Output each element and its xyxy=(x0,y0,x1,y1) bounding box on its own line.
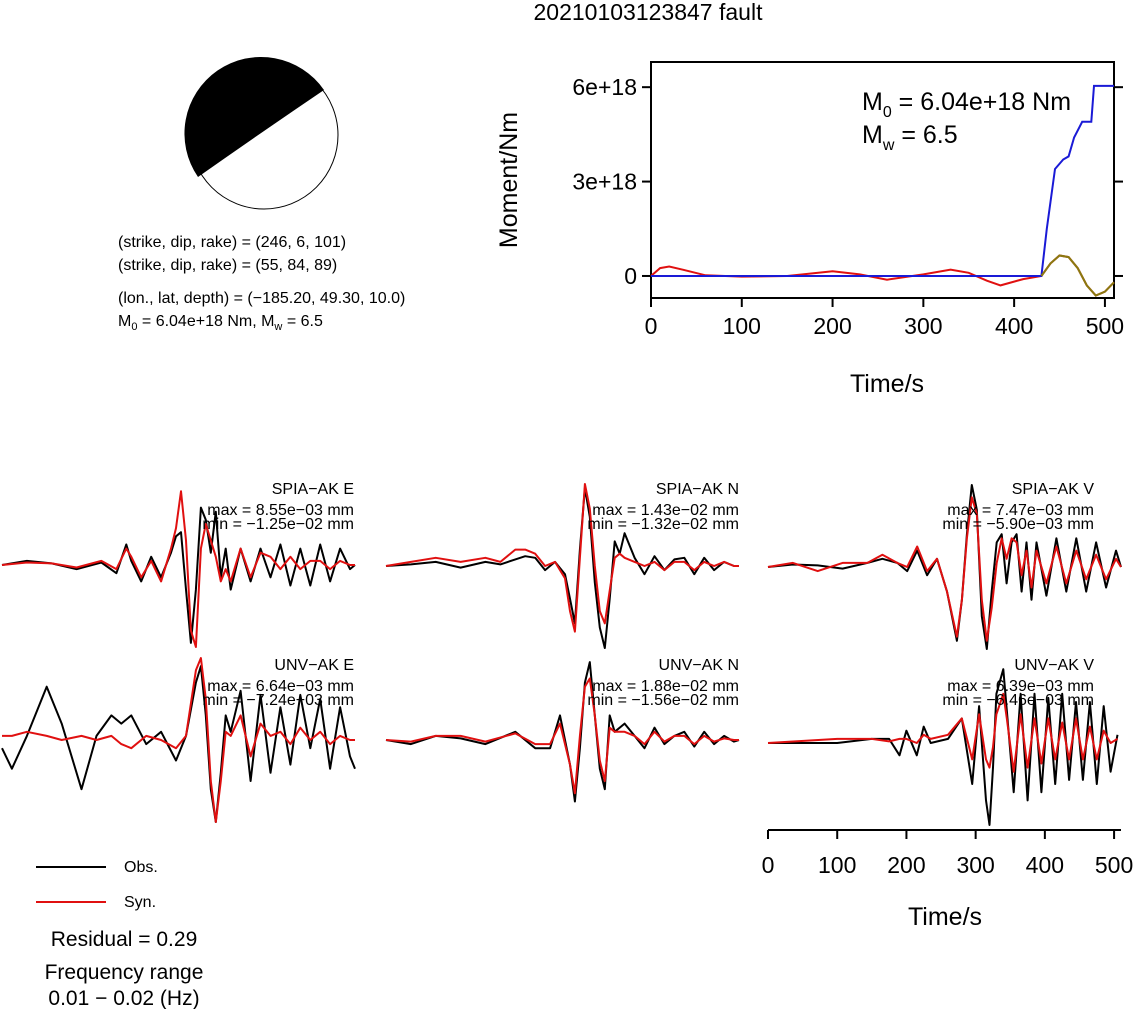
source-moment: M0 = 6.04e+18 Nm, Mw = 6.5 xyxy=(118,313,323,333)
beachball-compressional-quadrant xyxy=(184,56,324,177)
waveform-x-tick-label: 400 xyxy=(1026,852,1064,878)
synthetic-trace xyxy=(767,496,1122,642)
moment-x-tick-label: 500 xyxy=(1086,313,1124,339)
station-min-amplitude: min = −5.90e−03 mm xyxy=(942,516,1094,533)
station-max-amplitude: max = 8.55e−03 mm xyxy=(207,502,354,519)
station-max-amplitude: max = 7.47e−03 mm xyxy=(947,502,1094,519)
station-label: SPIA−AK V xyxy=(1012,481,1095,498)
legend-obs-label: Obs. xyxy=(124,859,158,876)
moment-x-tick-label: 200 xyxy=(813,313,851,339)
station-label: UNV−AK V xyxy=(1014,657,1094,674)
synthetic-trace xyxy=(1,490,355,648)
station-min-amplitude: min = −7.24e−03 mm xyxy=(202,692,354,709)
station-max-amplitude: max = 6.64e−03 mm xyxy=(207,678,354,695)
synthetic-trace xyxy=(385,483,739,633)
moment-x-tick-label: 100 xyxy=(723,313,761,339)
moment-y-tick-label: 6e+18 xyxy=(572,74,637,100)
station-max-amplitude: max = 1.88e−02 mm xyxy=(592,678,739,695)
station-min-amplitude: min = −1.32e−02 mm xyxy=(587,516,739,533)
moment-plot-mw-label: Mw = 6.5 xyxy=(862,121,958,154)
station-label: UNV−AK E xyxy=(274,657,354,674)
beachball xyxy=(184,56,339,210)
station-label: SPIA−AK E xyxy=(272,481,354,498)
station-min-amplitude: min = −1.25e−02 mm xyxy=(202,516,354,533)
waveform-x-tick-label: 100 xyxy=(818,852,856,878)
residual-text: Residual = 0.29 xyxy=(51,928,198,951)
moment-plot-ylabel: Moment/Nm xyxy=(495,112,523,248)
synthetic-trace xyxy=(767,692,1119,773)
moment-plot-xlabel: Time/s xyxy=(850,370,924,398)
moment-plot: 0 100 200 300 400 500 0 3e+18 6e+18 Moment/Nm Ti… xyxy=(495,61,1124,398)
station-max-amplitude: max = 1.43e−02 mm xyxy=(592,502,739,519)
moment-plot-frame xyxy=(650,61,1115,299)
moment-y-tick-label: 3e+18 xyxy=(572,169,637,195)
figure-title: 20210103123847 fault xyxy=(534,0,764,25)
nodal-plane-1: (strike, dip, rake) = (246, 6, 101) xyxy=(118,234,346,251)
moment-plot-axes: 0 100 200 300 400 500 0 3e+18 6e+18 xyxy=(572,74,1124,339)
waveform-x-tick-label: 200 xyxy=(887,852,925,878)
moment-x-tick-label: 300 xyxy=(904,313,942,339)
synthetic-trace xyxy=(385,677,739,795)
moment-plot-series xyxy=(650,84,1115,297)
waveform-x-tick-label: 300 xyxy=(956,852,994,878)
waveform-time-axis: 0 100 200 300 400 500 xyxy=(762,829,1133,878)
station-min-amplitude: min = −1.56e−02 mm xyxy=(587,692,739,709)
station-label: SPIA−AK N xyxy=(656,481,739,498)
moment-rate-tail-line xyxy=(1040,254,1115,297)
legend: Obs. Syn. xyxy=(36,859,158,911)
waveform-x-tick-label: 0 xyxy=(762,852,775,878)
station-label: UNV−AK N xyxy=(659,657,739,674)
frequency-range-value: 0.01 − 0.02 (Hz) xyxy=(48,987,199,1009)
moment-x-tick-label: 0 xyxy=(645,313,658,339)
frequency-range-title: Frequency range xyxy=(45,961,204,984)
moment-x-tick-label: 400 xyxy=(995,313,1033,339)
moment-y-tick-label: 0 xyxy=(624,263,637,289)
source-location: (lon., lat, depth) = (−185.20, 49.30, 10… xyxy=(118,290,405,307)
nodal-plane-2: (strike, dip, rake) = (55, 84, 89) xyxy=(118,257,337,274)
synthetic-trace xyxy=(2,657,355,823)
moment-plot-m0-label: M0 = 6.04e+18 Nm xyxy=(862,88,1071,121)
station-max-amplitude: max = 6.39e−03 mm xyxy=(947,678,1094,695)
waveform-x-tick-label: 500 xyxy=(1095,852,1133,878)
moment-cumulative-line xyxy=(651,84,1114,277)
station-min-amplitude: min = −6.46e−03 mm xyxy=(942,692,1094,709)
legend-syn-label: Syn. xyxy=(124,894,156,911)
observed-trace xyxy=(385,487,739,649)
observed-trace xyxy=(1,506,356,644)
waveform-xlabel: Time/s xyxy=(908,903,982,931)
